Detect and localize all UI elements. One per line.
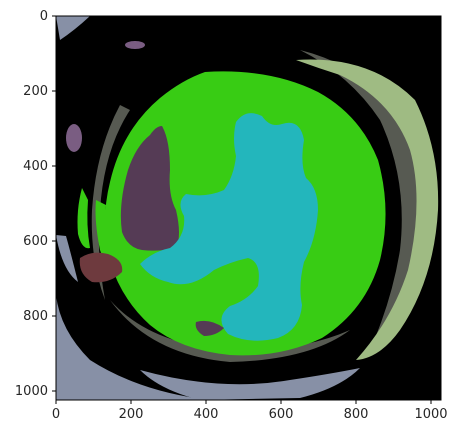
y-tick-1000: 1000	[15, 384, 48, 399]
dark-ring-right	[300, 50, 424, 350]
x-tick-800: 800	[344, 407, 369, 422]
dark-ring-bottom	[110, 300, 350, 362]
purple-small-bottom	[195, 320, 224, 336]
x-axis: 0 200 400 600 800 1000	[52, 400, 448, 422]
purple-blob-top	[125, 41, 145, 49]
green-left-arc-2	[95, 200, 112, 263]
green-left-arc	[77, 188, 90, 249]
y-axis: 0 200 400 600 800 1000	[15, 9, 56, 399]
gray-region-bottom	[140, 368, 360, 400]
purple-region	[120, 126, 179, 251]
gray-region-top-left	[56, 16, 90, 40]
dark-ring-left	[91, 105, 130, 300]
gray-region-bottom-left	[56, 295, 210, 400]
y-tick-0: 0	[40, 9, 48, 24]
y-tick-200: 200	[23, 84, 48, 99]
axes-frame	[55, 15, 442, 401]
x-tick-200: 200	[119, 407, 144, 422]
purple-blob-left	[66, 124, 82, 152]
cyan-center	[140, 113, 318, 341]
y-tick-400: 400	[23, 159, 48, 174]
segmentation-image	[56, 16, 441, 400]
x-tick-600: 600	[269, 407, 294, 422]
maroon-region	[79, 252, 123, 283]
y-tick-800: 800	[23, 309, 48, 324]
y-tick-600: 600	[23, 234, 48, 249]
gray-region-left-band	[56, 235, 78, 282]
x-tick-0: 0	[52, 407, 60, 422]
x-tick-1000: 1000	[414, 407, 447, 422]
x-tick-400: 400	[194, 407, 219, 422]
